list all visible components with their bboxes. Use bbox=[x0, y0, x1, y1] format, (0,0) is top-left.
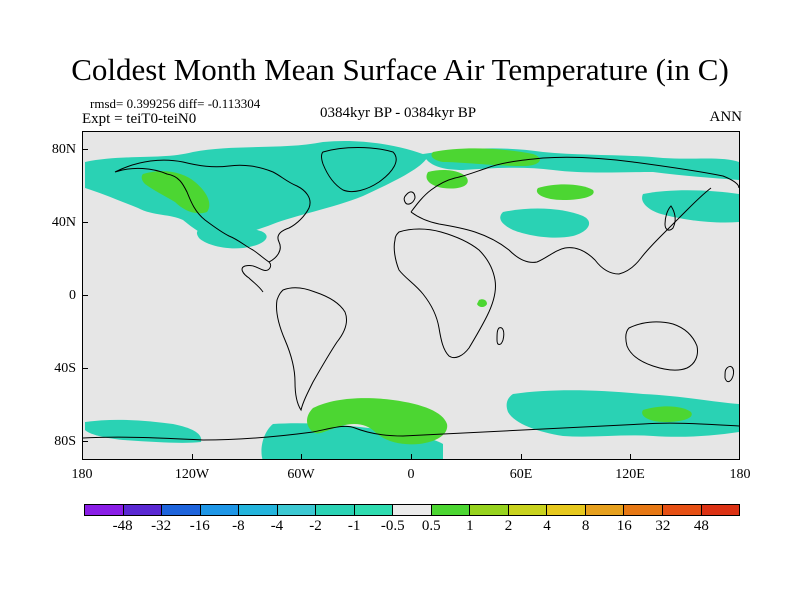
map-canvas bbox=[83, 132, 739, 459]
lat-label-40n: 40N bbox=[51, 215, 76, 230]
central-asia-patch bbox=[500, 208, 590, 238]
colorbar-label: 32 bbox=[655, 518, 671, 534]
lat-tick bbox=[82, 149, 88, 150]
colorbar-label: 1 bbox=[466, 518, 474, 534]
colorbar-label: -8 bbox=[232, 518, 245, 534]
north-america-coast bbox=[114, 159, 311, 293]
new-zealand-coast bbox=[724, 365, 734, 383]
west-siberia-patch bbox=[426, 170, 468, 189]
colorbar-label: -16 bbox=[189, 518, 210, 534]
lon-tick bbox=[301, 454, 302, 460]
season-label: ANN bbox=[709, 109, 743, 125]
lat-label-80n: 80N bbox=[51, 142, 76, 157]
colorbar-label: -48 bbox=[112, 518, 133, 534]
japan-coast bbox=[664, 205, 676, 231]
western-north-america bbox=[141, 171, 210, 214]
colorbar-swatch bbox=[277, 505, 317, 515]
colorbar-label: -1 bbox=[347, 518, 361, 534]
map-title: Coldest Month Mean Surface Air Temperatu… bbox=[71, 52, 729, 87]
experiment-label: Expt = teiT0-teiN0 bbox=[82, 111, 197, 127]
south-america-coast bbox=[276, 287, 348, 412]
colorbar-label: 4 bbox=[543, 518, 551, 534]
colorbar-swatch bbox=[547, 505, 586, 515]
colorbar-swatch bbox=[85, 505, 124, 515]
lat-tick bbox=[82, 295, 88, 296]
lat-label-equator: 0 bbox=[69, 288, 76, 303]
colorbar-swatch bbox=[354, 505, 394, 515]
east-africa-dot bbox=[477, 299, 487, 307]
colorbar-label: 0.5 bbox=[421, 518, 441, 534]
coastlines bbox=[83, 147, 739, 441]
madagascar-coast bbox=[496, 327, 505, 345]
stats-text: rmsd= 0.399256 diff= -0.113304 bbox=[90, 96, 261, 111]
colorbar-swatch bbox=[239, 505, 278, 515]
colorbar-label: 48 bbox=[693, 518, 709, 534]
lon-tick bbox=[411, 454, 412, 460]
colorbar-swatch bbox=[162, 505, 201, 515]
central-asia-warm-patch bbox=[536, 184, 594, 200]
lon-tick bbox=[192, 454, 193, 460]
colorbar-swatch bbox=[123, 505, 163, 515]
colorbar-label: -4 bbox=[270, 518, 284, 534]
colorbar-label: 2 bbox=[504, 518, 513, 534]
colorbar-swatch bbox=[393, 505, 432, 515]
uk-coast bbox=[403, 191, 416, 205]
colorbar-swatch bbox=[200, 505, 240, 515]
southern-ocean-indian bbox=[506, 390, 739, 437]
australia-coast bbox=[625, 321, 698, 371]
lat-label-80s: 80S bbox=[54, 434, 76, 449]
colorbar-swatch bbox=[662, 505, 702, 515]
lon-label-180w: 180 bbox=[71, 467, 93, 482]
colorbar bbox=[84, 504, 740, 516]
greenland-coast bbox=[321, 147, 397, 193]
lat-tick bbox=[82, 441, 88, 442]
colorbar-swatch bbox=[701, 505, 740, 515]
lat-tick bbox=[82, 368, 88, 369]
lat-tick bbox=[82, 222, 88, 223]
colorbar-swatch bbox=[316, 505, 355, 515]
colorbar-label: 16 bbox=[616, 518, 632, 534]
lat-label-40s: 40S bbox=[54, 361, 76, 376]
colorbar-swatch bbox=[431, 505, 471, 515]
eurasia-coast bbox=[410, 156, 739, 275]
period-label: 0384kyr BP - 0384kyr BP bbox=[320, 105, 477, 121]
lon-label-120e: 120E bbox=[615, 467, 645, 482]
colorbar-swatch bbox=[508, 505, 548, 515]
lon-label-60e: 60E bbox=[509, 467, 533, 482]
colorbar-label: -2 bbox=[309, 518, 322, 534]
africa-coast bbox=[393, 228, 496, 359]
map-panel bbox=[82, 131, 740, 460]
colorbar-swatch bbox=[585, 505, 625, 515]
antarctica-coast bbox=[83, 422, 739, 441]
colorbar-swatch bbox=[470, 505, 509, 515]
colorbar-swatch bbox=[624, 505, 663, 515]
colorbar-label: -32 bbox=[151, 518, 172, 534]
lon-label-0: 0 bbox=[407, 467, 415, 482]
lon-label-120w: 120W bbox=[174, 467, 210, 482]
southern-ocean-atlantic bbox=[307, 398, 448, 445]
colorbar-label: -0.5 bbox=[380, 518, 405, 534]
north-atlantic-arctic-band bbox=[85, 140, 428, 240]
lon-label-180e: 180 bbox=[729, 467, 751, 482]
lon-tick bbox=[630, 454, 631, 460]
colorbar-label: 8 bbox=[581, 518, 590, 534]
lon-label-60w: 60W bbox=[287, 467, 315, 482]
lon-tick bbox=[521, 454, 522, 460]
southern-ocean-pacific-patch bbox=[642, 406, 692, 422]
